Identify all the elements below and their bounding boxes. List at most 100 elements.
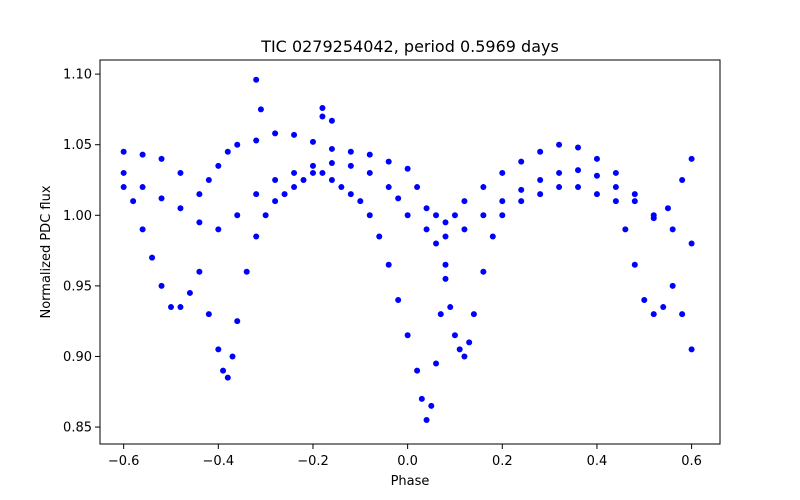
data-point [158,282,165,289]
data-point [338,184,345,191]
data-point [461,226,468,233]
data-point [499,169,506,176]
y-tick-label: 0.85 [63,421,92,436]
chart-title: TIC 0279254042, period 0.5969 days [260,37,559,56]
data-point [556,169,563,176]
data-point [688,155,695,162]
data-point [660,304,667,311]
data-point [376,233,383,240]
data-point [357,198,364,205]
y-tick-label: 0.90 [63,350,92,365]
x-tick-label: 0.0 [397,454,418,469]
data-point [461,198,468,205]
data-point [385,184,392,191]
x-axis-label: Phase [391,474,430,489]
data-point [347,191,354,198]
data-point [385,158,392,165]
data-point [385,261,392,268]
data-point [499,212,506,219]
data-points [120,76,695,423]
data-point [433,212,440,219]
data-point [433,240,440,247]
x-axis-ticks: −0.6 −0.4 −0.2 0.0 0.2 0.4 0.6 [108,444,702,469]
y-tick-label: 1.05 [63,138,92,153]
data-point [347,162,354,169]
data-point [641,297,648,303]
data-point [442,261,449,268]
data-point [366,212,373,219]
data-point [177,205,184,212]
data-point [234,141,241,148]
y-tick-label: 1.10 [63,68,92,83]
data-point [556,184,563,191]
data-point [404,212,411,219]
data-point [650,311,657,318]
data-point [262,212,269,219]
data-point [556,141,563,148]
x-tick-label: −0.6 [108,454,140,469]
data-point [149,254,156,261]
data-point [650,215,657,222]
data-point [243,268,250,275]
data-point [395,297,402,303]
data-point [631,191,638,198]
data-point [418,395,425,402]
outlier-point [253,76,260,83]
data-point [461,353,468,360]
data-point [347,148,354,155]
data-point [612,184,619,191]
data-point [234,318,241,325]
data-point [456,346,463,353]
data-point [139,226,146,233]
data-point [215,162,222,169]
data-point [196,268,203,275]
outlier-point [328,117,335,124]
data-point [433,360,440,367]
data-point [328,145,335,152]
data-point [404,165,411,172]
data-point [215,226,222,233]
data-point [451,212,458,219]
data-point [158,155,165,162]
data-point [205,311,212,318]
data-point [679,177,686,183]
data-point [309,162,316,169]
data-point [631,198,638,205]
data-point [428,402,435,409]
data-point [622,226,629,233]
data-point [466,339,473,346]
data-point [575,144,582,151]
data-point [224,374,231,381]
data-point [518,186,525,193]
data-point [537,177,544,183]
data-point [139,151,146,158]
data-point [272,198,279,205]
data-point [612,198,619,205]
data-point [309,138,316,145]
data-point [366,151,373,158]
data-point [593,191,600,198]
y-tick-label: 0.95 [63,279,92,294]
data-point [300,177,307,183]
data-point [688,346,695,353]
data-point [518,198,525,205]
y-axis-ticks: 0.85 0.90 0.95 1.00 1.05 1.10 [63,68,100,436]
data-point [447,304,454,311]
data-point [328,177,335,183]
y-axis-label: Normalized PDC flux [39,185,54,318]
data-point [489,233,496,240]
x-tick-label: 0.2 [492,454,513,469]
data-point [291,169,298,176]
data-point [451,332,458,339]
outlier-point [319,113,326,120]
plot-frame [99,59,721,445]
data-point [309,169,316,176]
data-point [480,268,487,275]
x-tick-label: −0.4 [203,454,235,469]
data-point [593,172,600,179]
data-point [575,184,582,191]
data-point [167,304,174,311]
data-point [423,226,430,233]
